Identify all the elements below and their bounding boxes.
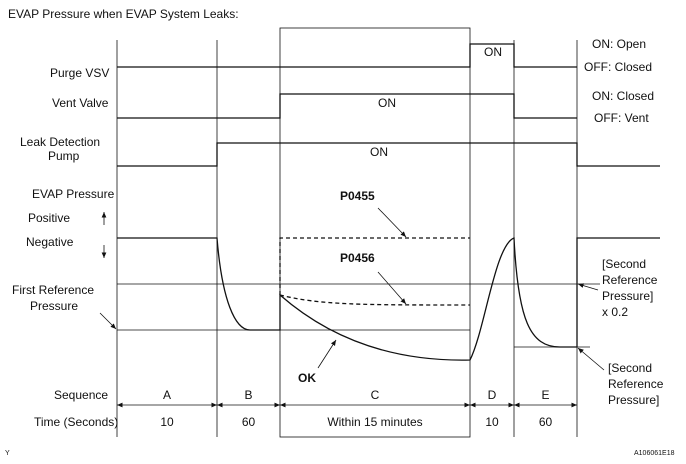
ref-label: [Second bbox=[608, 361, 652, 375]
ref-label: [Second bbox=[602, 257, 646, 271]
row-label: Time (Seconds) bbox=[34, 415, 118, 429]
state-label: ON: Closed bbox=[592, 89, 654, 103]
footer-right: A106061E18 bbox=[634, 450, 675, 457]
ref-label: Pressure] bbox=[608, 393, 659, 407]
code-label: P0456 bbox=[340, 251, 375, 265]
ok-label: OK bbox=[298, 371, 316, 385]
sequence-step: A bbox=[163, 388, 171, 402]
row-label: Positive bbox=[28, 211, 70, 225]
row-label: Pump bbox=[48, 149, 80, 163]
title: EVAP Pressure when EVAP System Leaks: bbox=[8, 7, 239, 21]
row-label: Purge VSV bbox=[50, 66, 109, 80]
row-label: Leak Detection bbox=[20, 135, 100, 149]
row-label: EVAP Pressure bbox=[32, 187, 115, 201]
row-label: Sequence bbox=[54, 388, 108, 402]
sequence-step: B bbox=[244, 388, 252, 402]
ref-label: x 0.2 bbox=[602, 305, 628, 319]
sequence-step: C bbox=[371, 388, 380, 402]
footer-left: Y bbox=[5, 450, 10, 457]
state-label: OFF: Closed bbox=[584, 60, 652, 74]
code-label: P0455 bbox=[340, 189, 375, 203]
time-value: Within 15 minutes bbox=[327, 415, 422, 429]
time-value: 60 bbox=[242, 415, 256, 429]
row-label: Pressure bbox=[30, 299, 78, 313]
ref-label: Reference bbox=[602, 273, 658, 287]
state-label: ON: Open bbox=[592, 37, 646, 51]
sequence-step: D bbox=[488, 388, 497, 402]
signals bbox=[117, 43, 660, 361]
ref-label: Pressure] bbox=[602, 289, 653, 303]
ref-label: Reference bbox=[608, 377, 664, 391]
frame bbox=[116, 27, 600, 438]
labels: EVAP Pressure when EVAP System Leaks: Pu… bbox=[5, 7, 675, 457]
arrows bbox=[99, 207, 605, 408]
row-label: Vent Valve bbox=[52, 96, 109, 110]
time-value: 10 bbox=[160, 415, 174, 429]
time-value: 10 bbox=[485, 415, 499, 429]
row-label: Negative bbox=[26, 235, 74, 249]
time-value: 60 bbox=[539, 415, 553, 429]
on-label: ON bbox=[484, 45, 502, 59]
sequence-step: E bbox=[541, 388, 549, 402]
on-label: ON bbox=[378, 96, 396, 110]
sequence-labels: A B C D E 10 60 Within 15 minutes 10 60 bbox=[160, 388, 552, 429]
row-label: First Reference bbox=[12, 283, 94, 297]
on-label: ON bbox=[370, 145, 388, 159]
state-label: OFF: Vent bbox=[594, 111, 649, 125]
